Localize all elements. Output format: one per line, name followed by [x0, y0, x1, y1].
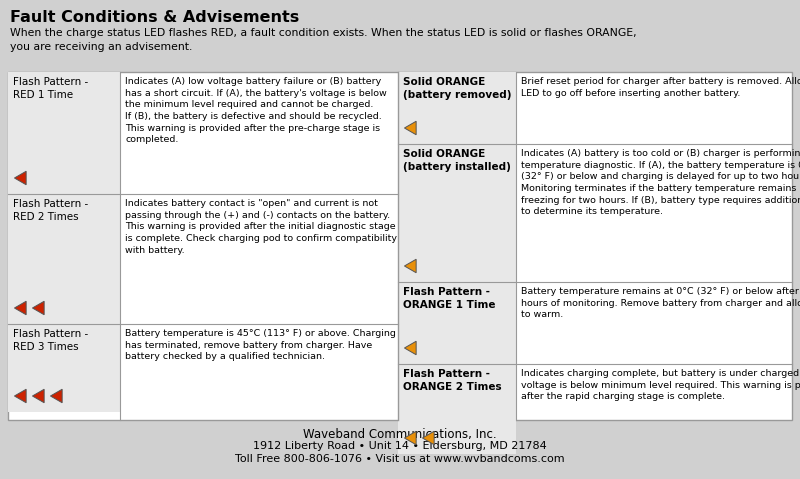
Polygon shape [14, 171, 26, 185]
Polygon shape [422, 431, 434, 445]
Text: Flash Pattern -
RED 3 Times: Flash Pattern - RED 3 Times [13, 329, 88, 352]
Text: 1912 Liberty Road • Unit 14 • Eldersburg, MD 21784: 1912 Liberty Road • Unit 14 • Eldersburg… [253, 441, 547, 451]
Text: Battery temperature is 45°C (113° F) or above. Charging
has terminated, remove b: Battery temperature is 45°C (113° F) or … [125, 329, 396, 361]
Text: Indicates (A) battery is too cold or (B) charger is performing a
temperature dia: Indicates (A) battery is too cold or (B)… [521, 149, 800, 217]
Text: Flash Pattern -
RED 2 Times: Flash Pattern - RED 2 Times [13, 199, 88, 222]
Polygon shape [14, 389, 26, 403]
Polygon shape [50, 389, 62, 403]
Polygon shape [405, 259, 416, 273]
Text: Waveband Communications, Inc.: Waveband Communications, Inc. [303, 428, 497, 441]
Bar [8, 72, 792, 420]
Text: Flash Pattern -
RED 1 Time: Flash Pattern - RED 1 Time [13, 77, 88, 100]
Text: Indicates (A) low voltage battery failure or (B) battery
has a short circuit. If: Indicates (A) low voltage battery failur… [125, 77, 386, 144]
Polygon shape [405, 121, 416, 135]
Text: Brief reset period for charger after battery is removed. Allow the
LED to go off: Brief reset period for charger after bat… [521, 77, 800, 98]
Bar [8, 194, 120, 324]
Text: Toll Free 800-806-1076 • Visit us at www.wvbandcoms.com: Toll Free 800-806-1076 • Visit us at www… [235, 454, 565, 464]
Text: Flash Pattern -
ORANGE 1 Time: Flash Pattern - ORANGE 1 Time [403, 287, 495, 310]
Text: When the charge status LED flashes RED, a fault condition exists. When the statu: When the charge status LED flashes RED, … [10, 28, 637, 52]
Polygon shape [33, 389, 44, 403]
Bar [8, 324, 120, 412]
Text: Fault Conditions & Advisements: Fault Conditions & Advisements [10, 10, 299, 25]
Polygon shape [14, 301, 26, 315]
Text: Indicates battery contact is "open" and current is not
passing through the (+) a: Indicates battery contact is "open" and … [125, 199, 397, 255]
Polygon shape [33, 301, 44, 315]
Bar [398, 144, 516, 282]
Text: Indicates charging complete, but battery is under charged. Battery
voltage is be: Indicates charging complete, but battery… [521, 369, 800, 401]
Polygon shape [405, 341, 416, 355]
Bar [398, 282, 516, 364]
Text: Flash Pattern -
ORANGE 2 Times: Flash Pattern - ORANGE 2 Times [403, 369, 502, 392]
Text: Battery temperature remains at 0°C (32° F) or below after two
hours of monitorin: Battery temperature remains at 0°C (32° … [521, 287, 800, 319]
Bar [8, 72, 120, 194]
Text: Solid ORANGE
(battery removed): Solid ORANGE (battery removed) [403, 77, 511, 100]
Text: Solid ORANGE
(battery installed): Solid ORANGE (battery installed) [403, 149, 511, 172]
Bar [398, 72, 516, 144]
Bar [398, 364, 516, 454]
Polygon shape [405, 431, 416, 445]
